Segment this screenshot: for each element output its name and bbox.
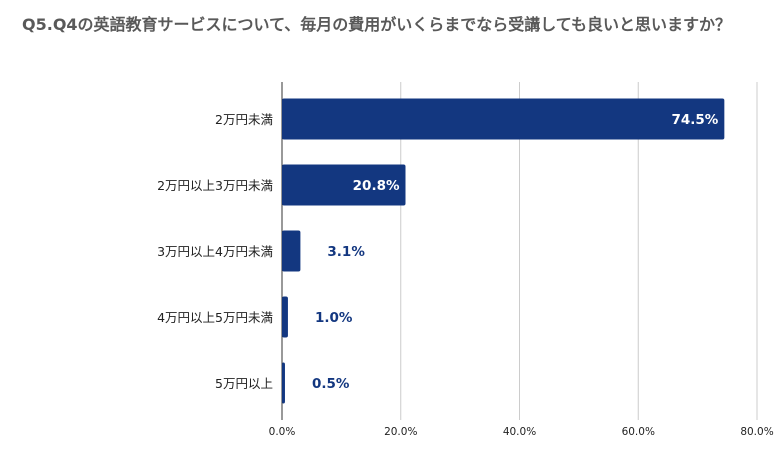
bar xyxy=(282,362,285,404)
data-label: 74.5% xyxy=(672,112,719,128)
category-label: 4万円以上5万円未満 xyxy=(157,310,273,325)
x-tick-label: 0.0% xyxy=(269,426,296,438)
data-label: 20.8% xyxy=(353,178,400,194)
bar xyxy=(282,164,406,206)
data-label: 0.5% xyxy=(312,376,350,392)
bar xyxy=(282,230,301,272)
x-tick-label: 40.0% xyxy=(503,426,536,438)
data-label: 1.0% xyxy=(315,310,353,326)
bar xyxy=(282,98,725,140)
bars xyxy=(282,98,725,404)
chart-title: Q5.Q4の英語教育サービスについて、毎月の費用がいくらまでなら受講しても良いと… xyxy=(22,15,731,34)
x-tick-label: 20.0% xyxy=(384,426,417,438)
data-label: 3.1% xyxy=(327,244,365,260)
category-label: 5万円以上 xyxy=(215,376,273,391)
category-label: 3万円以上4万円未満 xyxy=(157,244,273,259)
category-label: 2万円未満 xyxy=(215,112,273,127)
labels: 0.0% 20.0% 40.0% 60.0% 80.0% 2万円未満 74.5% 2万円以上3… xyxy=(157,112,774,438)
x-tick-label: 60.0% xyxy=(622,426,655,438)
bar xyxy=(282,296,288,338)
x-tick-label: 80.0% xyxy=(740,426,773,438)
category-label: 2万円以上3万円未満 xyxy=(157,178,273,193)
